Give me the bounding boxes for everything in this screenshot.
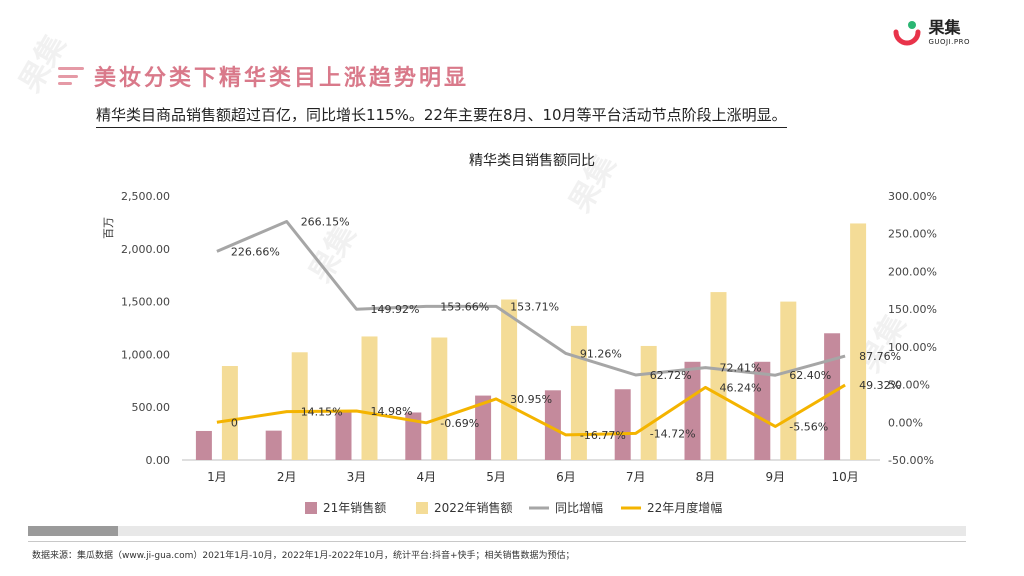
menu-lines-icon [58, 67, 84, 85]
bar-2021 [195, 430, 212, 460]
y-tick-label: 500.00 [132, 401, 171, 414]
y2-tick-label: 0.00% [888, 416, 923, 429]
bar-2022 [710, 292, 727, 460]
y2-tick-label: 100.00% [888, 341, 937, 354]
data-source-note: 数据来源：集瓜数据（www.ji-gua.com）2021年1月-10月，202… [32, 551, 575, 561]
legend-swatch [416, 502, 428, 514]
bar-2021 [824, 333, 841, 460]
x-tick-label: 9月 [765, 470, 785, 484]
y-tick-label: 0.00 [146, 454, 171, 467]
y2-tick-label: 200.00% [888, 265, 937, 278]
bar-2021 [265, 430, 282, 460]
x-tick-label: 8月 [696, 470, 716, 484]
x-tick-label: 2月 [277, 470, 297, 484]
chart-title: 精华类目销售额同比 [469, 153, 595, 169]
bar-2021 [335, 412, 352, 460]
monthly-growth-line-label: -16.77% [580, 429, 626, 442]
bar-2022 [640, 345, 657, 460]
progress-fill [28, 526, 118, 536]
bar-2021 [405, 412, 422, 460]
bar-2022 [361, 336, 378, 460]
footer-divider [28, 541, 966, 542]
summary-text: 精华类目商品销售额超过百亿，同比增长115%。22年主要在8月、10月等平台活动… [96, 104, 787, 128]
monthly-growth-line-label: 30.95% [510, 393, 552, 406]
bar-2022 [221, 366, 238, 460]
monthly-growth-line-label: -5.56% [789, 420, 828, 433]
legend-label: 22年月度增幅 [647, 500, 722, 515]
y2-tick-label: 250.00% [888, 228, 937, 241]
y2-tick-label: -50.00% [888, 454, 934, 467]
bar-2022 [501, 299, 518, 460]
y-tick-label: 2,000.00 [121, 243, 170, 256]
bar-2021 [544, 390, 561, 460]
x-tick-label: 5月 [486, 470, 506, 484]
monthly-growth-line-label: 0 [231, 416, 238, 429]
bar-2022 [291, 352, 308, 460]
y2-tick-label: 50.00% [888, 379, 930, 392]
yoy-growth-line-label: 153.71% [510, 300, 559, 313]
bar-2021 [754, 361, 771, 460]
monthly-growth-line-label: 49.32% [859, 379, 901, 392]
x-tick-label: 1月 [207, 470, 227, 484]
yoy-growth-line-label: 62.72% [650, 369, 692, 382]
yoy-growth-line-label: 266.15% [301, 216, 350, 229]
yoy-growth-line-label: 72.41% [720, 362, 762, 375]
y-tick-label: 2,500.00 [121, 190, 170, 203]
yoy-growth-line-label: 149.92% [371, 303, 420, 316]
legend-label: 2022年销售额 [434, 500, 513, 515]
yoy-growth-line-label: 62.40% [789, 369, 831, 382]
monthly-growth-line-label: -14.72% [650, 427, 696, 440]
legend-swatch [305, 502, 317, 514]
x-tick-label: 10月 [831, 470, 858, 484]
page-title: 美妆分类下精华类目上涨趋势明显 [94, 66, 470, 91]
monthly-growth-line [216, 383, 846, 437]
x-tick-label: 7月 [626, 470, 646, 484]
bar-2021 [684, 361, 701, 460]
yoy-growth-line-label: 87.76% [859, 350, 901, 363]
yoy-growth-line-label: 91.26% [580, 347, 622, 360]
monthly-growth-line-label: -0.69% [440, 417, 479, 430]
legend-label: 同比增幅 [555, 500, 603, 515]
monthly-growth-line-label: 46.24% [720, 381, 762, 394]
monthly-growth-line-label: 14.98% [371, 405, 413, 418]
bar-2021 [614, 389, 631, 460]
bar-2022 [850, 223, 867, 460]
y-tick-label: 1,000.00 [121, 348, 170, 361]
x-tick-label: 3月 [347, 470, 367, 484]
logo-subtitle: GUOJI.PRO [928, 38, 970, 46]
brand-logo: 果集 GUOJI.PRO [892, 18, 970, 48]
y2-tick-label: 300.00% [888, 190, 937, 203]
x-tick-label: 4月 [416, 470, 436, 484]
yoy-growth-line-label: 153.66% [440, 300, 489, 313]
x-tick-label: 6月 [556, 470, 576, 484]
guoji-logo-icon [892, 18, 922, 48]
logo-name: 果集 [928, 18, 961, 37]
y-axis-unit: 百万 [102, 217, 115, 239]
monthly-growth-line-label: 14.15% [301, 406, 343, 419]
bar-2021 [475, 395, 492, 460]
y2-tick-label: 150.00% [888, 303, 937, 316]
yoy-growth-line [216, 220, 846, 377]
y-tick-label: 1,500.00 [121, 296, 170, 309]
progress-track [28, 526, 966, 536]
bar-2022 [431, 337, 448, 460]
legend-label: 21年销售额 [323, 500, 386, 515]
page-header: 美妆分类下精华类目上涨趋势明显 [58, 56, 469, 96]
yoy-growth-line-label: 226.66% [231, 245, 280, 258]
